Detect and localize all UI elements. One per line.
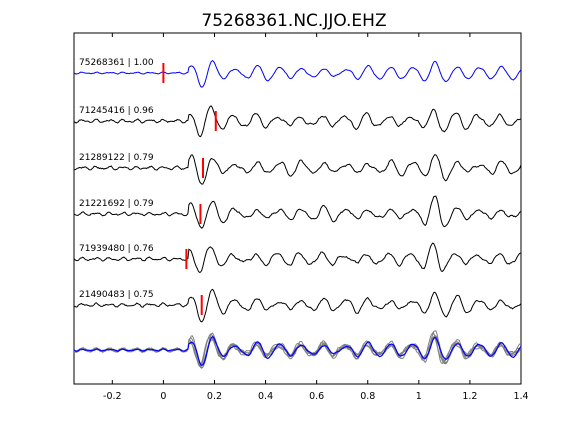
stack-overlay <box>73 330 522 369</box>
x-tick-label: 0.4 <box>258 391 273 402</box>
trace-label-group: 75268361 | 1.00 71245416 | 0.96 21289122 |… <box>79 58 154 300</box>
trace-label: 75268361 | 1.00 <box>79 58 154 68</box>
trace-line <box>73 288 522 323</box>
axes-box <box>73 32 522 385</box>
trace-line <box>73 154 522 185</box>
trace-label: 71939480 | 0.76 <box>79 244 154 254</box>
trace-group <box>73 59 522 323</box>
x-tick-label: 1.4 <box>513 391 528 402</box>
x-tick-label: 0 <box>160 391 166 402</box>
trace-label: 21289122 | 0.79 <box>79 153 154 163</box>
x-tick-label: 0.2 <box>207 391 222 402</box>
trace-label: 21490483 | 0.75 <box>79 290 154 300</box>
trace-label: 21221692 | 0.79 <box>79 199 154 209</box>
chart-title: 75268361.NC.JJO.EHZ <box>201 11 386 31</box>
trace-line <box>73 105 522 138</box>
x-tick-label: 1 <box>416 391 422 402</box>
plot-area: 75268361 | 1.00 71245416 | 0.96 21289122 |… <box>73 32 529 402</box>
x-tick-label: -0.2 <box>103 391 122 402</box>
trace-label: 71245416 | 0.96 <box>79 106 154 116</box>
x-tick-label: 1.2 <box>462 391 477 402</box>
trace-line <box>73 195 522 229</box>
pick-marker-group <box>162 63 217 315</box>
x-tick-label: 0.6 <box>309 391 324 402</box>
stack-master-line <box>73 335 522 366</box>
x-tick-label: 0.8 <box>360 391 375 402</box>
stack-trace-line <box>73 332 522 365</box>
x-axis: -0.2 0 0.2 0.4 0.6 0.8 1 1.2 1.4 <box>103 33 529 402</box>
trace-line <box>73 59 522 88</box>
trace-line <box>73 242 522 273</box>
